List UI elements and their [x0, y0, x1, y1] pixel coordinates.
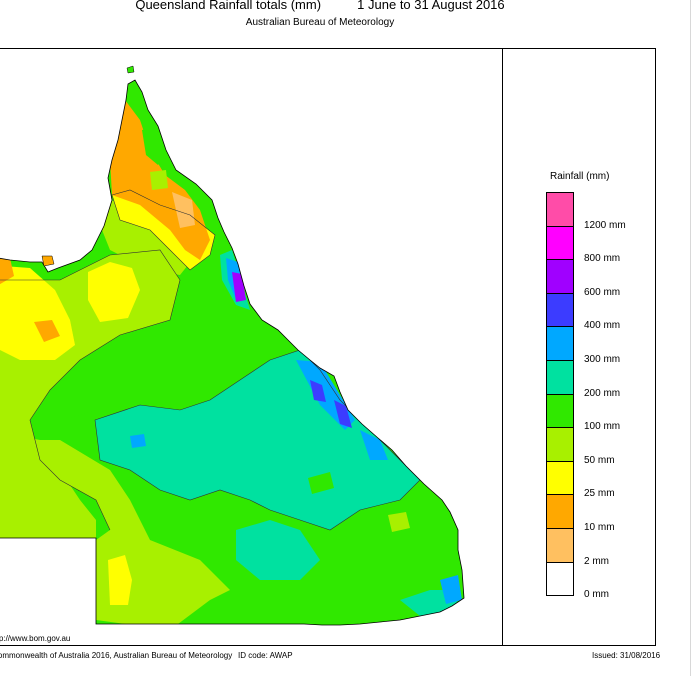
gulf-island — [41, 255, 55, 267]
band-10-25-northwest — [0, 258, 14, 290]
band-300-400-capricorn — [360, 430, 388, 460]
band-400-600-coast-2 — [334, 400, 352, 428]
band-50-100-cape-spot — [150, 170, 168, 190]
legend-label: 400 mm — [584, 320, 621, 332]
band-25-50-gulf-inland — [88, 262, 140, 322]
legend-swatch — [546, 427, 574, 461]
band-200-300-central — [95, 350, 420, 530]
legend-label: 2 mm — [584, 555, 609, 567]
band-100-200-west-spot — [62, 390, 96, 418]
legend-swatch — [546, 494, 574, 528]
contour-100 — [0, 249, 181, 531]
map-subtitle: Australian Bureau of Meteorology — [245, 17, 395, 28]
band-100-200-cape — [142, 128, 166, 165]
legend-swatch — [546, 527, 574, 562]
legend-swatch — [546, 259, 574, 293]
legend-label: 10 mm — [584, 522, 615, 533]
legend-scale — [546, 192, 574, 597]
band-100-200-inland-spot — [308, 472, 334, 494]
legend-swatch — [546, 393, 574, 428]
rainfall-bands — [0, 80, 464, 625]
legend-swatch — [546, 460, 574, 495]
legend-swatch — [546, 225, 574, 260]
legend-divider — [502, 48, 503, 646]
legend-swatch — [546, 292, 574, 327]
legend-title: Rainfall (mm) — [550, 171, 610, 182]
legend-swatch — [546, 192, 574, 226]
band-200-300-southeast — [400, 590, 458, 616]
contour-lines — [0, 189, 421, 531]
band-300-400-southeast — [440, 575, 462, 604]
band-2-10-spot — [172, 192, 195, 228]
legend-label: 800 mm — [584, 253, 621, 265]
legend-swatch — [546, 561, 574, 597]
legend-label: 600 mm — [584, 286, 621, 298]
footer-copyright: © Commonwealth of Australia 2016, Austra… — [0, 651, 233, 660]
band-400-600-coast — [310, 380, 326, 402]
torres-strait-island — [126, 65, 135, 74]
legend-label: 50 mm — [584, 454, 615, 466]
legend-label: 100 mm — [584, 421, 621, 433]
footer-url[interactable]: http://www.bom.gov.au — [0, 634, 71, 643]
contour-200 — [94, 349, 421, 531]
footer-issued: Issued: 31/08/2016 — [592, 651, 661, 660]
legend-swatch — [546, 326, 574, 360]
band-10-25-spot — [34, 320, 60, 342]
legend-label: 25 mm — [584, 488, 615, 500]
legend-label: 300 mm — [584, 354, 621, 365]
legend-label: 200 mm — [584, 387, 621, 399]
contour-50 — [111, 189, 216, 271]
legend-label: 1200 mm — [584, 219, 626, 231]
title-text: Queensland Rainfall totals (mm) — [135, 0, 322, 12]
band-25-50-south — [108, 555, 132, 605]
page-edge-line — [690, 0, 691, 676]
footer-id-code: ID code: AWAP — [238, 651, 293, 660]
legend-swatch — [546, 359, 574, 394]
band-200-300-south — [236, 520, 320, 580]
map-title: Queensland Rainfall totals (mm) 1 June t… — [0, 0, 640, 12]
legend-label: 0 mm — [584, 589, 609, 601]
band-300-400-inland-spot — [130, 434, 146, 448]
band-50-100-spot — [388, 512, 410, 532]
queensland-outline — [0, 79, 465, 626]
band-50-100-southwest — [0, 430, 96, 540]
map-frame — [0, 48, 656, 646]
title-period: 1 June to 31 August 2016 — [357, 0, 505, 12]
